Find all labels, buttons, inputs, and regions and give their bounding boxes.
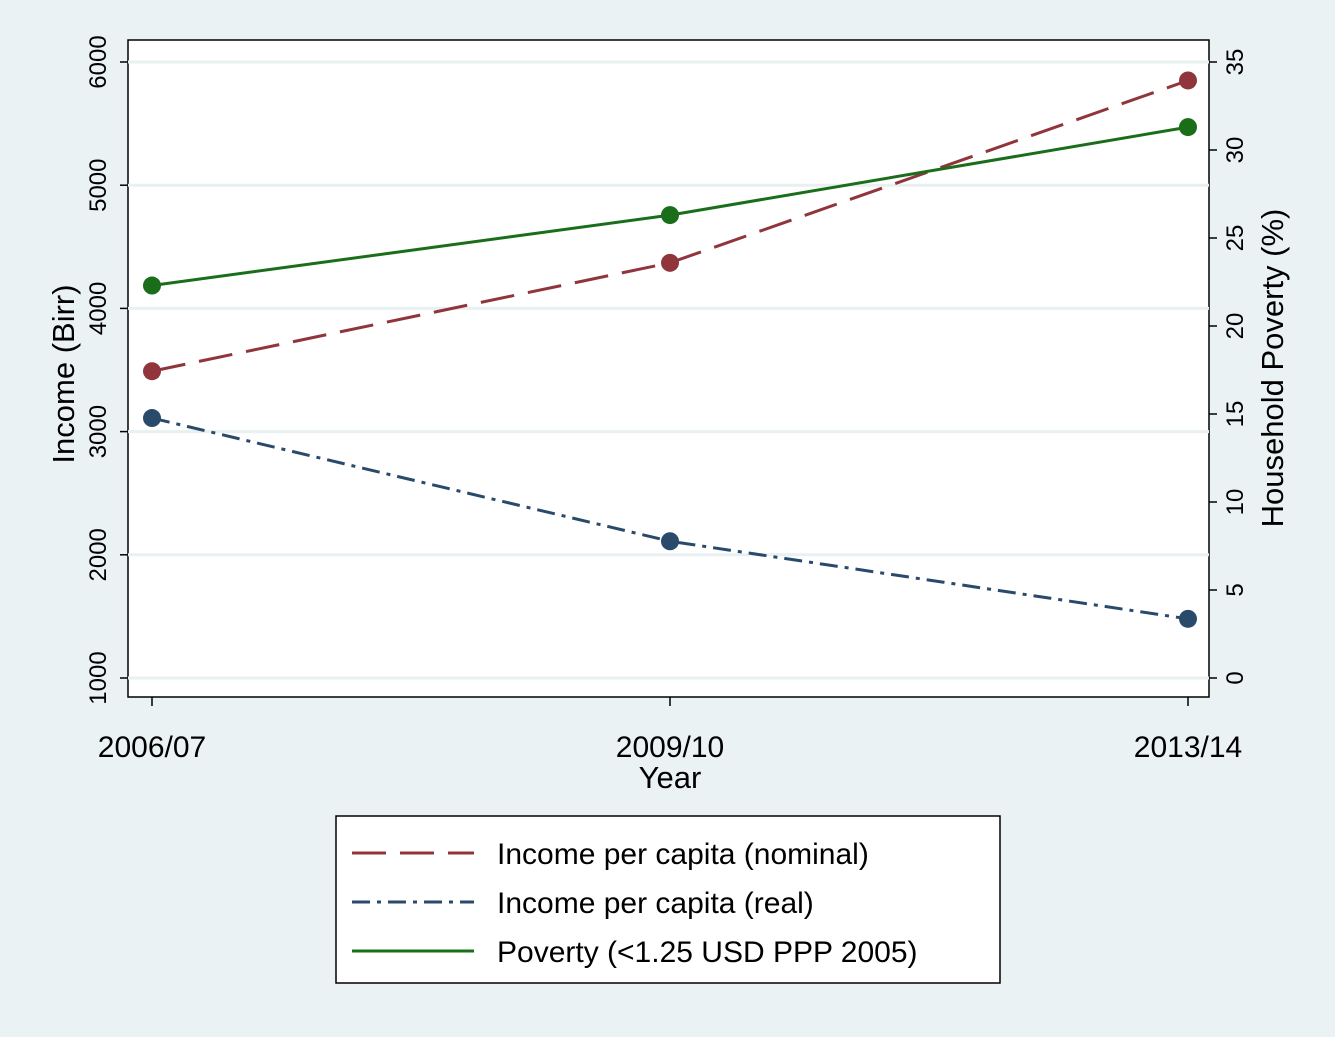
y-right-tick-label: 25 — [1222, 225, 1249, 252]
y-right-tick-label: 30 — [1222, 137, 1249, 164]
plot-region: 1000 2000 3000 4000 5000 6000 0 5 10 15 20 25 30 35 20… — [85, 35, 1249, 764]
legend-box — [335, 815, 1001, 984]
y-right-tick-label: 15 — [1222, 401, 1249, 428]
plot-area — [127, 39, 1210, 698]
y-left-tick-label: 5000 — [85, 159, 112, 212]
x-tick-label: 2009/10 — [616, 731, 724, 764]
legend-label-1: Income per capita (real) — [497, 887, 814, 920]
data-point-1 — [1179, 609, 1197, 628]
y-left-tick-label: 4000 — [85, 282, 112, 335]
data-point-0 — [143, 362, 161, 381]
data-point-0 — [1179, 71, 1197, 90]
legend-label-0: Income per capita (nominal) — [497, 838, 869, 871]
data-point-0 — [661, 253, 679, 272]
y-right-tick-label: 35 — [1222, 49, 1249, 76]
y-right-tick-label: 0 — [1222, 671, 1249, 684]
data-point-2 — [661, 206, 679, 225]
data-point-1 — [143, 409, 161, 428]
y-left-tick-label: 2000 — [85, 528, 112, 581]
data-point-1 — [661, 532, 679, 551]
y-left-tick-label: 1000 — [85, 651, 112, 704]
y-left-tick-label: 3000 — [85, 405, 112, 458]
y-right-tick-label: 20 — [1222, 313, 1249, 340]
legend: Income per capita (nominal) Income per ca… — [335, 815, 1001, 984]
data-point-2 — [1179, 118, 1197, 137]
x-tick-label: 2013/14 — [1134, 731, 1242, 764]
x-tick-label: 2006/07 — [98, 731, 206, 764]
y-right-tick-label: 10 — [1222, 489, 1249, 516]
x-axis-label: Year — [639, 760, 702, 795]
y-left-tick-label: 6000 — [85, 35, 112, 88]
data-point-2 — [143, 276, 161, 295]
y-left-axis-label: Income (Birr) — [46, 284, 81, 463]
y-right-axis-label: Household Poverty (%) — [1255, 209, 1290, 528]
legend-label-2: Poverty (<1.25 USD PPP 2005) — [497, 936, 918, 969]
y-right-tick-label: 5 — [1222, 583, 1249, 596]
